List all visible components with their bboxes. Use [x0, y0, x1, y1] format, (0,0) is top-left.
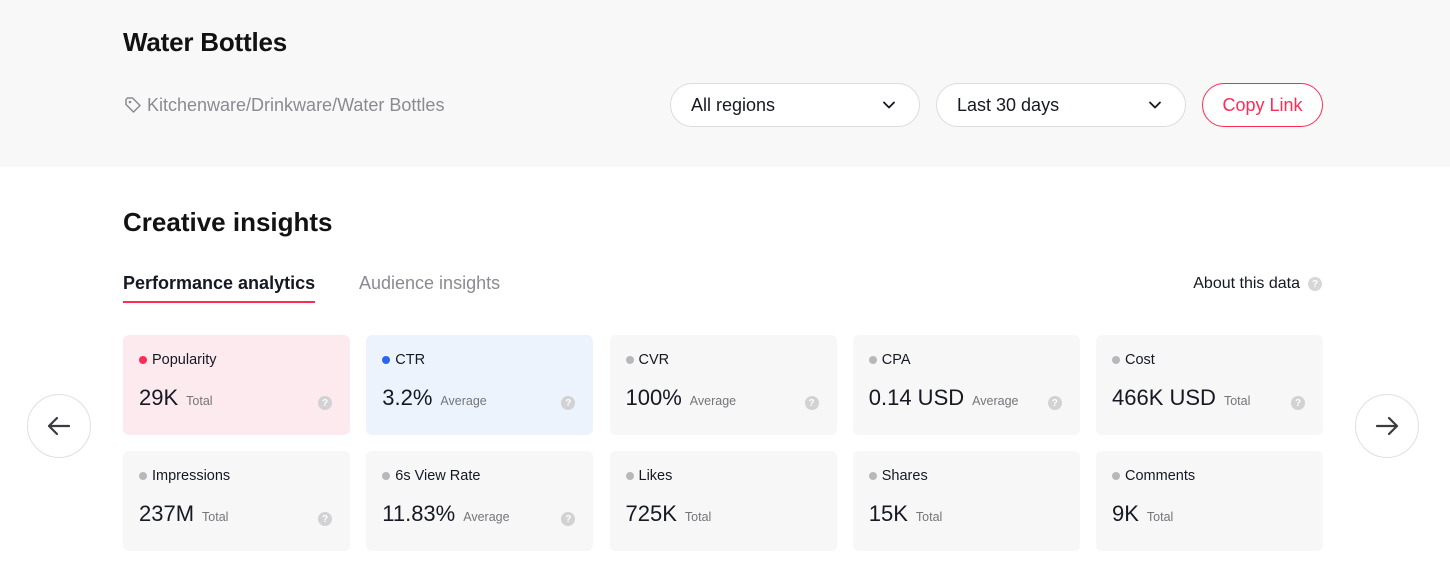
help-icon[interactable]: ? [804, 396, 819, 410]
metric-value: 11.83% [382, 501, 456, 526]
metric-unit: Total [202, 510, 229, 524]
help-icon[interactable]: ? [561, 396, 576, 410]
tab-performance-analytics[interactable]: Performance analytics [123, 273, 316, 303]
help-icon[interactable]: ? [1047, 396, 1062, 410]
metric-card-shares[interactable]: Shares 15K Total [852, 451, 1080, 551]
metric-card-likes[interactable]: Likes 725K Total [609, 451, 837, 551]
metric-value: 3.2% [382, 385, 433, 410]
help-icon[interactable]: ? [1291, 396, 1305, 410]
metric-label: Popularity [152, 352, 217, 368]
metric-card-popularity[interactable]: Popularity 29K Total ? [123, 335, 350, 435]
metric-card-impressions[interactable]: Impressions 237M Total ? [123, 451, 350, 551]
metric-label: Impressions [152, 468, 231, 484]
status-dot [868, 472, 877, 480]
help-icon[interactable]: ? [318, 512, 332, 526]
status-dot [1112, 356, 1120, 364]
arrow-left-icon [47, 416, 71, 436]
metric-label: CPA [881, 352, 911, 368]
breadcrumb: Kitchenware/Drinkware/Water Bottles [123, 93, 444, 117]
status-dot [382, 356, 391, 364]
metric-value: 466K USD [1112, 385, 1216, 410]
metric-unit: Average [463, 510, 510, 524]
metric-label: 6s View Rate [395, 468, 481, 484]
metric-value: 237M [139, 501, 195, 526]
tag-icon [125, 97, 141, 113]
status-dot [625, 472, 634, 480]
breadcrumb-text[interactable]: Kitchenware/Drinkware/Water Bottles [147, 94, 445, 115]
period-select[interactable]: Last 30 days [936, 83, 1186, 127]
status-dot [1112, 472, 1120, 480]
metric-value: 725K [625, 501, 677, 526]
metric-unit: Total [186, 394, 213, 408]
metric-unit: Total [915, 510, 943, 524]
about-this-data[interactable]: About this data ? [1193, 275, 1322, 293]
period-select-value: Last 30 days [957, 94, 1060, 115]
chevron-down-icon [883, 101, 895, 109]
previous-button[interactable] [27, 394, 91, 458]
region-select-value: All regions [691, 94, 776, 115]
tab-audience-insights[interactable]: Audience insights [359, 273, 500, 303]
status-dot [139, 356, 147, 364]
metric-card-6s-view-rate[interactable]: 6s View Rate 11.83% Average ? [366, 451, 594, 551]
next-button[interactable] [1355, 394, 1419, 458]
metric-card-ctr[interactable]: CTR 3.2% Average ? [366, 335, 594, 435]
help-icon[interactable]: ? [561, 512, 576, 526]
about-label: About this data [1193, 275, 1300, 292]
metric-unit: Average [440, 394, 487, 408]
tab-label: Audience insights [359, 273, 501, 293]
metric-label: Shares [881, 468, 928, 484]
metric-value: 29K [139, 385, 179, 410]
help-icon[interactable]: ? [318, 396, 332, 410]
metric-unit: Total [1223, 394, 1251, 408]
metric-value: 100% [625, 385, 682, 410]
metric-value: 0.14 USD [868, 385, 965, 410]
metric-value: 9K [1112, 501, 1139, 526]
tab-label: Performance analytics [123, 273, 316, 293]
region-select[interactable]: All regions [670, 83, 920, 127]
metric-card-cost[interactable]: Cost 466K USD Total ? [1096, 335, 1323, 435]
metric-label: Likes [638, 468, 673, 484]
metric-card-comments[interactable]: Comments 9K Total [1096, 451, 1323, 551]
metric-label: Cost [1125, 352, 1155, 368]
chevron-down-icon [1149, 101, 1161, 109]
status-dot [139, 472, 147, 480]
metric-unit: Total [1146, 510, 1174, 524]
metric-unit: Total [684, 510, 712, 524]
header-panel: Water Bottles Kitchenware/Drinkware/Wate… [0, 0, 1450, 167]
page-title: Water Bottles [123, 27, 288, 57]
metric-label: CTR [395, 352, 426, 368]
status-dot [625, 356, 634, 364]
metric-card-cvr[interactable]: CVR 100% Average ? [609, 335, 837, 435]
section-title: Creative insights [123, 207, 333, 237]
help-icon[interactable]: ? [1308, 277, 1322, 291]
status-dot [868, 356, 877, 364]
arrow-right-icon [1375, 416, 1399, 436]
active-tab-underline [123, 301, 316, 303]
status-dot [382, 472, 391, 480]
copy-link-button[interactable]: Copy Link [1202, 83, 1323, 127]
metric-card-cpa[interactable]: CPA 0.14 USD Average ? [852, 335, 1080, 435]
metric-label: Comments [1125, 468, 1196, 484]
metrics-grid: Popularity 29K Total ? CTR 3.2% Average ? … [123, 335, 1323, 551]
metric-unit: Average [689, 394, 737, 408]
metric-label: CVR [638, 352, 670, 368]
metric-value: 15K [868, 501, 908, 526]
metric-unit: Average [972, 394, 1019, 408]
